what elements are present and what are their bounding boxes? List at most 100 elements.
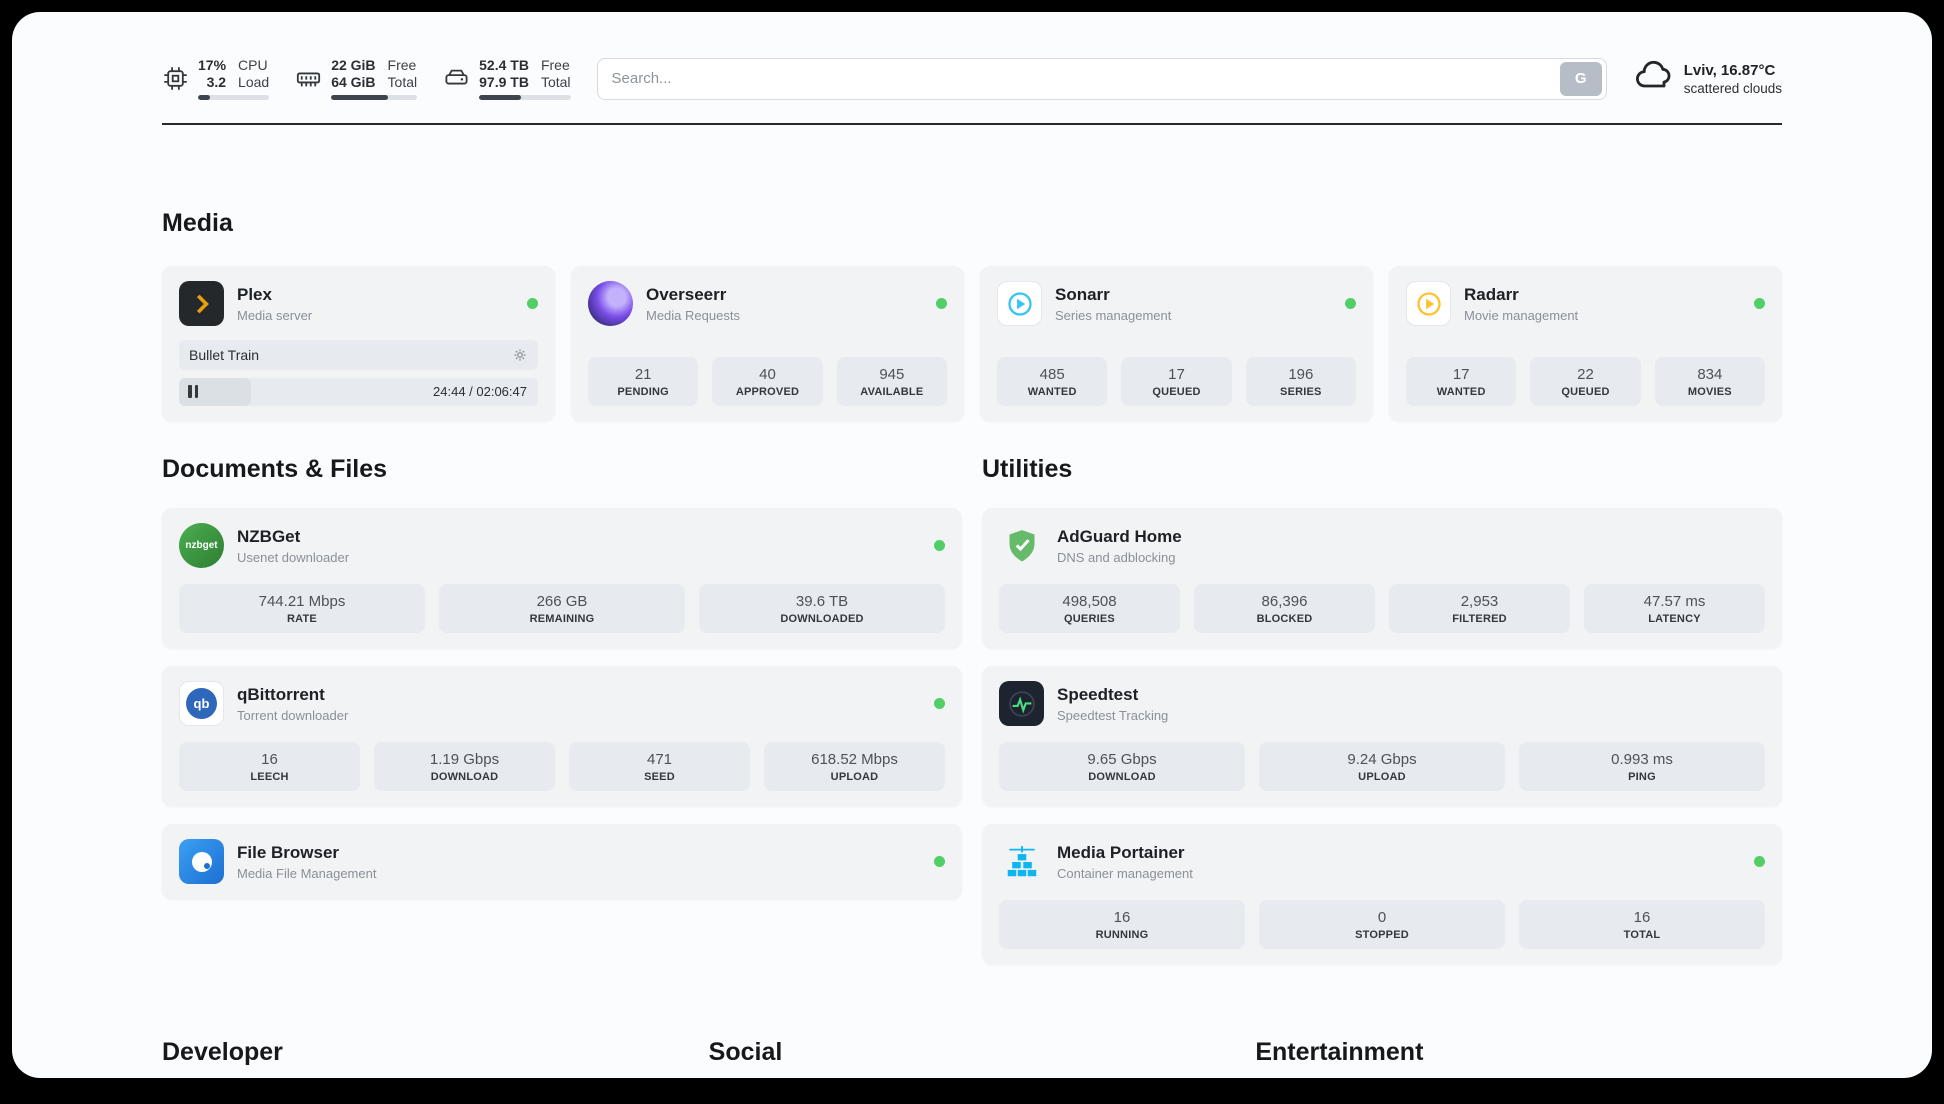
stat-total: 16 TOTAL bbox=[1519, 900, 1765, 949]
search-bar: G bbox=[596, 57, 1607, 100]
stat-running: 16 RUNNING bbox=[999, 900, 1245, 949]
stat-upload: 618.52 Mbps UPLOAD bbox=[764, 742, 945, 791]
stat-ping: 0.993 ms PING bbox=[1519, 742, 1765, 791]
stat-downloaded: 39.6 TB DOWNLOADED bbox=[699, 584, 945, 633]
stat-queued: 22 QUEUED bbox=[1530, 357, 1641, 406]
app-name: Media Portainer bbox=[1057, 842, 1185, 862]
stat-wanted: 17 WANTED bbox=[1406, 357, 1517, 406]
cloud-icon bbox=[1633, 56, 1673, 101]
sonarr-icon bbox=[997, 281, 1042, 326]
app-card-nzbget[interactable]: nzbget NZBGet Usenet downloader 744.21 M… bbox=[162, 508, 962, 648]
search-input[interactable] bbox=[611, 70, 1560, 87]
gear-icon[interactable] bbox=[512, 347, 528, 363]
stat-queries: 498,508 QUERIES bbox=[999, 584, 1180, 633]
app-subtitle: Speedtest Tracking bbox=[1057, 707, 1169, 723]
section-title-media: Media bbox=[162, 209, 233, 237]
stat-upload: 9.24 Gbps UPLOAD bbox=[1259, 742, 1505, 791]
playback-time: 24:44 / 02:06:47 bbox=[433, 384, 527, 399]
app-card-speedtest[interactable]: Speedtest Speedtest Tracking 9.65 Gbps DO… bbox=[982, 666, 1782, 806]
app-card-adguard[interactable]: AdGuard Home DNS and adblocking 498,508 Q… bbox=[982, 508, 1782, 648]
stat-seed: 471 SEED bbox=[569, 742, 750, 791]
pause-icon[interactable] bbox=[188, 385, 198, 398]
speedtest-icon bbox=[999, 681, 1044, 726]
ram-total-value: 64 GiB bbox=[331, 74, 376, 90]
disk-icon bbox=[443, 65, 470, 92]
stat-movies: 834 MOVIES bbox=[1654, 357, 1765, 406]
ram-icon bbox=[295, 65, 322, 92]
section-title-entertainment: Entertainment bbox=[1255, 1038, 1424, 1066]
nzbget-icon: nzbget bbox=[179, 523, 224, 568]
app-subtitle: Torrent downloader bbox=[237, 707, 349, 723]
app-name: qBittorrent bbox=[237, 684, 325, 704]
filebrowser-icon bbox=[179, 839, 224, 884]
status-dot bbox=[1345, 298, 1356, 309]
app-subtitle: Movie management bbox=[1464, 307, 1579, 323]
stat-rate: 744.21 Mbps RATE bbox=[179, 584, 425, 633]
app-name: Sonarr bbox=[1055, 284, 1110, 304]
app-subtitle: Usenet downloader bbox=[237, 549, 350, 565]
weather-location: Lviv, 16.87°C bbox=[1683, 61, 1776, 79]
app-card-filebrowser[interactable]: File Browser Media File Management bbox=[162, 824, 962, 899]
ram-progress-fill bbox=[331, 95, 388, 100]
app-card-portainer[interactable]: Media Portainer Container management 16 R… bbox=[982, 824, 1782, 964]
cpu-metric: 17% CPU 3.2 Load bbox=[162, 57, 270, 100]
search-engine-button[interactable]: G bbox=[1559, 61, 1602, 96]
app-name: NZBGet bbox=[237, 526, 301, 546]
entertainment-column: Entertainment YT YouTube youtube.com NF … bbox=[1255, 1038, 1782, 1078]
section-title-utilities: Utilities bbox=[982, 455, 1073, 483]
app-name: Plex bbox=[237, 284, 272, 304]
app-name: Radarr bbox=[1464, 284, 1519, 304]
weather-widget: Lviv, 16.87°C scattered clouds bbox=[1633, 56, 1782, 101]
cpu-progress-track bbox=[198, 95, 270, 100]
app-card-radarr[interactable]: Radarr Movie management 17 WANTED 22 QUEUE… bbox=[1389, 266, 1782, 421]
disk-total-value: 97.9 TB bbox=[479, 74, 529, 90]
app-name: File Browser bbox=[237, 842, 340, 862]
disk-progress-track bbox=[479, 95, 571, 100]
stat-download: 1.19 Gbps DOWNLOAD bbox=[374, 742, 555, 791]
stat-blocked: 86,396 BLOCKED bbox=[1194, 584, 1375, 633]
cpu-usage-value: 17% bbox=[198, 57, 227, 73]
app-card-overseerr[interactable]: Overseerr Media Requests 21 PENDING 40 APP… bbox=[571, 266, 964, 421]
qbittorrent-icon: qb bbox=[179, 681, 224, 726]
status-dot bbox=[1754, 856, 1765, 867]
app-card-qbittorrent[interactable]: qb qBittorrent Torrent downloader 16 LEEC… bbox=[162, 666, 962, 806]
status-dot bbox=[936, 298, 947, 309]
app-name: Overseerr bbox=[646, 284, 727, 304]
disk-free-label: Free bbox=[540, 57, 570, 73]
app-card-plex[interactable]: Plex Media server Bullet Train bbox=[162, 266, 555, 421]
stat-leech: 16 LEECH bbox=[179, 742, 360, 791]
stat-download: 9.65 Gbps DOWNLOAD bbox=[999, 742, 1245, 791]
now-playing-title: Bullet Train bbox=[189, 347, 260, 363]
cpu-progress-fill bbox=[198, 95, 211, 100]
weather-condition: scattered clouds bbox=[1683, 80, 1782, 96]
status-dot bbox=[934, 540, 945, 551]
disk-total-label: Total bbox=[540, 74, 571, 90]
app-card-sonarr[interactable]: Sonarr Series management 485 WANTED 17 QUE… bbox=[980, 266, 1373, 421]
section-title-social: Social bbox=[708, 1038, 783, 1066]
now-playing-row: Bullet Train bbox=[179, 340, 538, 370]
app-subtitle: Media Requests bbox=[646, 307, 740, 323]
media-grid: Plex Media server Bullet Train bbox=[162, 266, 1782, 421]
stat-queued: 17 QUEUED bbox=[1121, 357, 1232, 406]
ram-free-label: Free bbox=[387, 57, 417, 73]
documents-column: Documents & Files nzbget NZBGet Usenet d… bbox=[162, 455, 962, 964]
section-title-developer: Developer bbox=[162, 1038, 283, 1066]
cpu-load-label: Load bbox=[238, 74, 270, 90]
ram-free-value: 22 GiB bbox=[331, 57, 376, 73]
stat-filtered: 2,953 FILTERED bbox=[1389, 584, 1570, 633]
overseerr-icon bbox=[588, 281, 633, 326]
section-title-documents: Documents & Files bbox=[162, 455, 388, 483]
playback-progress-bar[interactable]: 24:44 / 02:06:47 bbox=[179, 378, 538, 406]
stat-stopped: 0 STOPPED bbox=[1259, 900, 1505, 949]
disk-free-value: 52.4 TB bbox=[479, 57, 529, 73]
ram-metric: 22 GiB Free 64 GiB Total bbox=[295, 57, 418, 100]
status-dot bbox=[1754, 298, 1765, 309]
stat-available: 945 AVAILABLE bbox=[836, 357, 947, 406]
app-subtitle: Series management bbox=[1055, 307, 1172, 323]
app-subtitle: DNS and adblocking bbox=[1057, 549, 1176, 565]
disk-metric: 52.4 TB Free 97.9 TB Total bbox=[443, 57, 571, 100]
plex-icon bbox=[179, 281, 224, 326]
app-name: AdGuard Home bbox=[1057, 526, 1182, 546]
ram-total-label: Total bbox=[387, 74, 418, 90]
status-dot bbox=[934, 698, 945, 709]
